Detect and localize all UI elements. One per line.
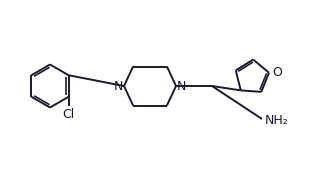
Text: Cl: Cl bbox=[63, 108, 75, 121]
Text: N: N bbox=[177, 79, 186, 93]
Text: O: O bbox=[272, 66, 282, 79]
Text: NH₂: NH₂ bbox=[265, 113, 289, 127]
Text: N: N bbox=[114, 79, 123, 93]
